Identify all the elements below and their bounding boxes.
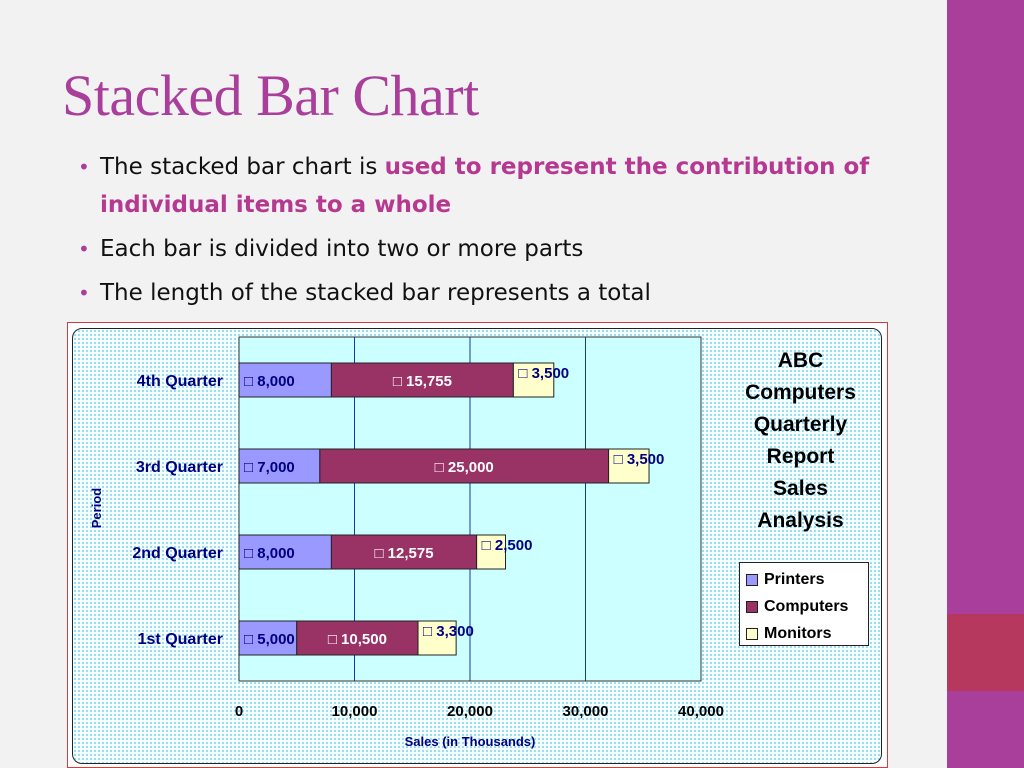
x-axis-label: Sales (in Thousands)	[405, 734, 536, 749]
stacked-bar-chart: 0 10,000 20,000 30,000 40,000 Sales (in Thous…	[89, 336, 724, 749]
bullet-text: The length of the stacked bar represents…	[100, 280, 651, 306]
bullet-item: The length of the stacked bar represents…	[78, 274, 908, 312]
x-tick-label: 10,000	[332, 703, 378, 720]
x-tick-label: 0	[235, 703, 243, 720]
chart-title-line: Analysis	[757, 509, 844, 532]
legend-swatch	[746, 573, 758, 586]
data-label: □ 8,000	[244, 545, 295, 562]
data-label: □ 3,500	[614, 451, 665, 468]
chart-title-line: Computers	[745, 381, 856, 404]
y-axis-label: Period	[89, 488, 104, 529]
legend-swatch	[746, 627, 758, 640]
data-label: □ 5,000	[244, 631, 295, 648]
category-label: 4th Quarter	[137, 373, 223, 390]
chart-title-line: Quarterly	[753, 413, 848, 436]
bar-segment	[319, 448, 610, 484]
side-accent-block	[947, 614, 1024, 691]
legend-item-printers: Printers	[746, 566, 868, 593]
data-label: □ 7,000	[244, 459, 295, 476]
x-tick-label: 40,000	[678, 703, 724, 720]
chart-title: ABC Computers Quarterly Report Sales Ana…	[728, 345, 873, 537]
data-label: □ 12,575	[374, 545, 433, 562]
chart-title-line: Sales	[773, 477, 828, 500]
bar-segment	[238, 620, 298, 656]
legend-label: Monitors	[764, 624, 832, 642]
legend-swatch	[746, 600, 758, 613]
chart-panel: 0 10,000 20,000 30,000 40,000 Sales (in Thous…	[72, 328, 882, 764]
bar-segment	[417, 620, 457, 656]
category-label: 3rd Quarter	[136, 459, 223, 476]
data-label: □ 25,000	[435, 459, 494, 476]
slide-title: Stacked Bar Chart	[62, 63, 479, 128]
category-label: 2nd Quarter	[132, 545, 223, 562]
legend-label: Printers	[764, 570, 825, 588]
x-tick-label: 30,000	[563, 703, 609, 720]
bullet-text: Each bar is divided into two or more par…	[100, 236, 584, 262]
bullet-item: The stacked bar chart is used to represe…	[78, 148, 908, 224]
bar-segment	[238, 448, 321, 484]
legend-item-monitors: Monitors	[746, 620, 868, 647]
bar-segment	[608, 448, 650, 484]
plot-border	[238, 336, 702, 682]
category-label: 1st Quarter	[138, 631, 223, 648]
data-label: □ 3,300	[423, 623, 474, 640]
legend-item-computers: Computers	[746, 593, 868, 620]
data-label: □ 10,500	[328, 631, 387, 648]
x-tick-label: 20,000	[447, 703, 493, 720]
bar-segment	[512, 362, 555, 398]
bullet-highlight: used to represent the contribution of in…	[100, 154, 870, 218]
data-label: □ 3,500	[518, 365, 569, 382]
bullet-list: The stacked bar chart is used to represe…	[78, 148, 908, 318]
bullet-text: The stacked bar chart is	[100, 154, 385, 180]
data-label: □ 8,000	[244, 373, 295, 390]
chart-title-line: ABC	[777, 349, 824, 372]
data-label: □ 2,500	[482, 537, 533, 554]
bullet-item: Each bar is divided into two or more par…	[78, 230, 908, 268]
legend-label: Computers	[764, 597, 849, 615]
bar-segment	[238, 362, 332, 398]
chart-title-line: Report	[766, 445, 835, 468]
data-label: □ 15,755	[393, 373, 452, 390]
bar-segment	[476, 534, 507, 570]
chart-legend: Printers Computers Monitors	[739, 562, 869, 646]
